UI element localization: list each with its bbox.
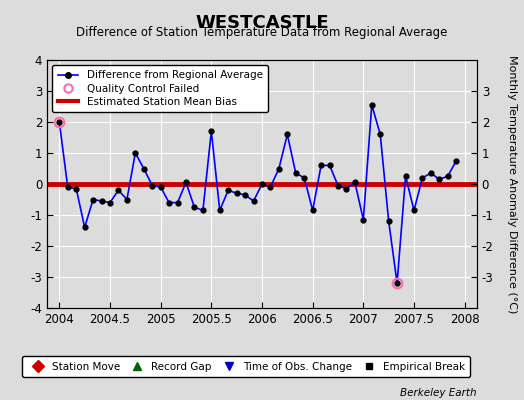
Text: Berkeley Earth: Berkeley Earth [400,388,477,398]
Text: WESTCASTLE: WESTCASTLE [195,14,329,32]
Legend: Difference from Regional Average, Quality Control Failed, Estimated Station Mean: Difference from Regional Average, Qualit… [52,65,268,112]
Y-axis label: Monthly Temperature Anomaly Difference (°C): Monthly Temperature Anomaly Difference (… [507,55,518,313]
Legend: Station Move, Record Gap, Time of Obs. Change, Empirical Break: Station Move, Record Gap, Time of Obs. C… [23,356,470,377]
Text: Difference of Station Temperature Data from Regional Average: Difference of Station Temperature Data f… [77,26,447,39]
